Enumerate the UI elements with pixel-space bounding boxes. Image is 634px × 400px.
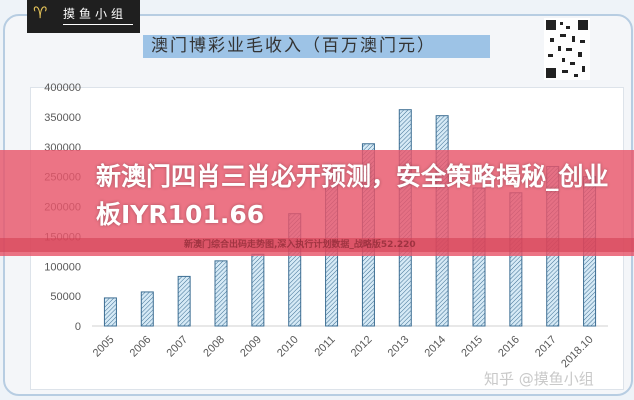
- bar-2009: [251, 253, 265, 327]
- x-tick-label: 2017: [533, 334, 559, 360]
- headline-text: 新澳门四肖三肖必开预测，安全策略揭秘_创业板IYR101.66: [96, 162, 609, 229]
- x-tick-label: 2010: [275, 334, 301, 360]
- y-tick-label: 50000: [50, 291, 81, 303]
- x-tick-label: 2015: [459, 334, 485, 360]
- x-tick-label: 2013: [386, 334, 412, 360]
- logo: ♈ 摸鱼小组: [27, 0, 140, 33]
- bar-2006: [140, 291, 154, 327]
- fish-logo-icon: ♈: [33, 3, 48, 22]
- y-tick-label: 400000: [44, 82, 81, 94]
- x-tick-label: 2005: [91, 334, 117, 360]
- x-tick-label: 2007: [164, 334, 190, 360]
- banner-subtext: 新澳门综合出码走势图,深入执行计划数据_战略版52.220: [184, 240, 416, 250]
- x-tick-label: 2018.10: [559, 334, 596, 371]
- bar-2007: [177, 275, 191, 327]
- x-tick-label: 2008: [201, 334, 227, 360]
- bar-2005: [103, 297, 117, 327]
- x-tick-label: 2006: [128, 334, 154, 360]
- watermark: 知乎 @摸鱼小组: [484, 370, 594, 388]
- x-tick-label: 2012: [349, 334, 375, 360]
- x-tick-label: 2011: [312, 334, 337, 359]
- sub-stripe: [0, 238, 634, 252]
- chart-title: 澳门博彩业毛收入（百万澳门元）: [143, 35, 490, 58]
- logo-underline: [63, 24, 133, 25]
- bar-2008: [214, 260, 228, 327]
- logo-text: 摸鱼小组: [63, 7, 128, 21]
- y-tick-label: 100000: [44, 261, 81, 273]
- x-tick-label: 2016: [496, 334, 522, 360]
- y-tick-label: 0: [75, 321, 81, 333]
- x-tick-label: 2014: [422, 334, 448, 360]
- qr-code-icon: [544, 18, 590, 80]
- y-tick-label: 350000: [44, 112, 81, 124]
- x-tick-label: 2009: [238, 334, 264, 360]
